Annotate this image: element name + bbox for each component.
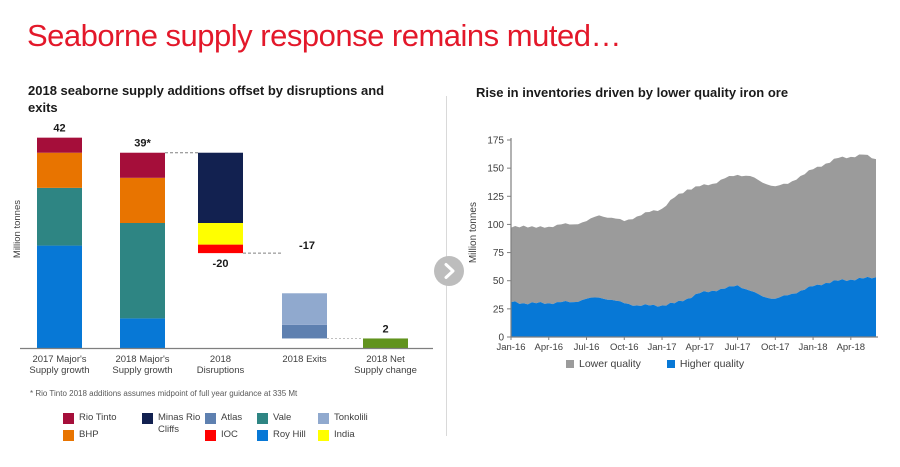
higher-quality-legend-item: Higher quality: [666, 358, 745, 370]
legend-swatch-bhp: [63, 430, 74, 441]
x-tick-label: Oct-16: [610, 342, 639, 353]
category-label-2: 2018 Major's Supply growth: [112, 354, 173, 377]
y-tick-label: 125: [487, 192, 504, 203]
legend-label-minas-rio-cliffs: Minas Rio Cliffs: [158, 412, 201, 435]
legend-item-ioc: IOC: [205, 429, 238, 441]
y-tick-label: 0: [498, 333, 504, 344]
legend-swatch-minas-rio-cliffs: [142, 413, 153, 424]
y-tick-label: 75: [493, 248, 505, 259]
lower-quality-swatch: [566, 360, 574, 368]
legend-item-bhp: BHP: [63, 429, 99, 441]
segment-bhp: [120, 177, 165, 223]
waterfall-bar-4: [282, 293, 327, 339]
segment-atlas: [282, 324, 327, 339]
legend-label-roy-hill: Roy Hill: [273, 429, 306, 440]
legend-item-india: India: [318, 429, 355, 441]
value-label-2017-major-s: 42: [53, 123, 65, 135]
legend-swatch-roy-hill: [257, 430, 268, 441]
segment-bhp: [37, 152, 82, 188]
category-label-5: 2018 Net Supply change: [354, 354, 417, 377]
legend-item-tonkolili: Tonkolili: [318, 412, 368, 424]
value-label-2018-major-s: 39*: [134, 138, 151, 150]
next-arrow-button[interactable]: [434, 256, 464, 286]
segment-roy-hill: [120, 318, 165, 349]
segment-rio-tinto: [120, 152, 165, 178]
y-tick-label: 50: [493, 276, 505, 287]
category-label-3: 2018 Disruptions: [196, 354, 245, 377]
legend-swatch-tonkolili: [318, 413, 329, 424]
higher-quality-legend-label: Higher quality: [679, 358, 745, 370]
lower-quality-area: [511, 154, 876, 307]
x-tick-label: Jan-18: [799, 342, 828, 353]
x-tick-label: Jul-16: [574, 342, 600, 353]
higher-quality-swatch: [666, 360, 675, 368]
segment-roy-hill: [37, 245, 82, 349]
waterfall-bar-1: [37, 137, 82, 349]
y-tick-label: 100: [487, 220, 504, 231]
value-label-2018: -20: [213, 258, 229, 270]
waterfall-bar-5: [363, 338, 408, 349]
area-chart-legend: Lower quality Higher quality: [566, 358, 744, 370]
legend-label-vale: Vale: [273, 412, 292, 423]
legend-label-bhp: BHP: [79, 429, 99, 440]
value-label-2018-net: 2: [382, 323, 388, 335]
x-tick-label: Oct-17: [761, 342, 790, 353]
legend-item-atlas: Atlas: [205, 412, 242, 424]
x-tick-label: Jul-17: [725, 342, 751, 353]
x-tick-label: Apr-17: [686, 342, 715, 353]
segment-vale: [37, 187, 82, 246]
segment-vale: [120, 223, 165, 319]
segment-ioc: [198, 244, 243, 254]
segment-minas-rio-cliffs: [198, 152, 243, 223]
right-chart-title: Rise in inventories driven by lower qual…: [476, 85, 789, 100]
legend-swatch-rio-tinto: [63, 413, 74, 424]
legend-swatch-india: [318, 430, 329, 441]
waterfall-bar-2: [120, 152, 165, 349]
waterfall-bar-3: [198, 152, 243, 254]
y-tick-label: 150: [487, 164, 504, 175]
waterfall-footnote: * Rio Tinto 2018 additions assumes midpo…: [30, 389, 298, 398]
legend-item-minas-rio-cliffs: Minas Rio Cliffs: [142, 412, 216, 436]
legend-swatch-atlas: [205, 413, 216, 424]
left-chart-title: 2018 seaborne supply additions offset by…: [28, 83, 385, 115]
legend-label-rio-tinto: Rio Tinto: [79, 412, 117, 423]
y-tick-label: 25: [493, 304, 505, 315]
segment-net-supply-change: [363, 338, 408, 349]
category-label-4: 2018 Exits: [282, 354, 327, 365]
legend-swatch-ioc: [205, 430, 216, 441]
x-tick-label: Apr-18: [837, 342, 866, 353]
x-tick-label: Apr-16: [535, 342, 564, 353]
legend-label-ioc: IOC: [221, 429, 238, 440]
value-label-2018-exits: -17: [299, 240, 315, 252]
legend-item-vale: Vale: [257, 412, 291, 424]
legend-label-india: India: [334, 429, 355, 440]
segment-rio-tinto: [37, 137, 82, 153]
category-label-1: 2017 Major's Supply growth: [29, 354, 90, 377]
legend-swatch-vale: [257, 413, 268, 424]
x-tick-label: Jan-17: [648, 342, 677, 353]
chevron-right-icon: [444, 263, 455, 279]
legend-label-tonkolili: Tonkolili: [334, 412, 368, 423]
lower-quality-legend-item: Lower quality: [566, 358, 641, 370]
y-tick-label: 175: [487, 136, 504, 147]
legend-item-roy-hill: Roy Hill: [257, 429, 306, 441]
legend-item-rio-tinto: Rio Tinto: [63, 412, 117, 424]
page-title: Seaborne supply response remains muted…: [27, 18, 621, 53]
lower-quality-legend-label: Lower quality: [579, 358, 641, 370]
x-tick-label: Jan-16: [496, 342, 525, 353]
higher-quality-area: [511, 276, 876, 337]
segment-india: [198, 223, 243, 245]
legend-label-atlas: Atlas: [221, 412, 243, 423]
segment-tonkolili: [282, 293, 327, 325]
